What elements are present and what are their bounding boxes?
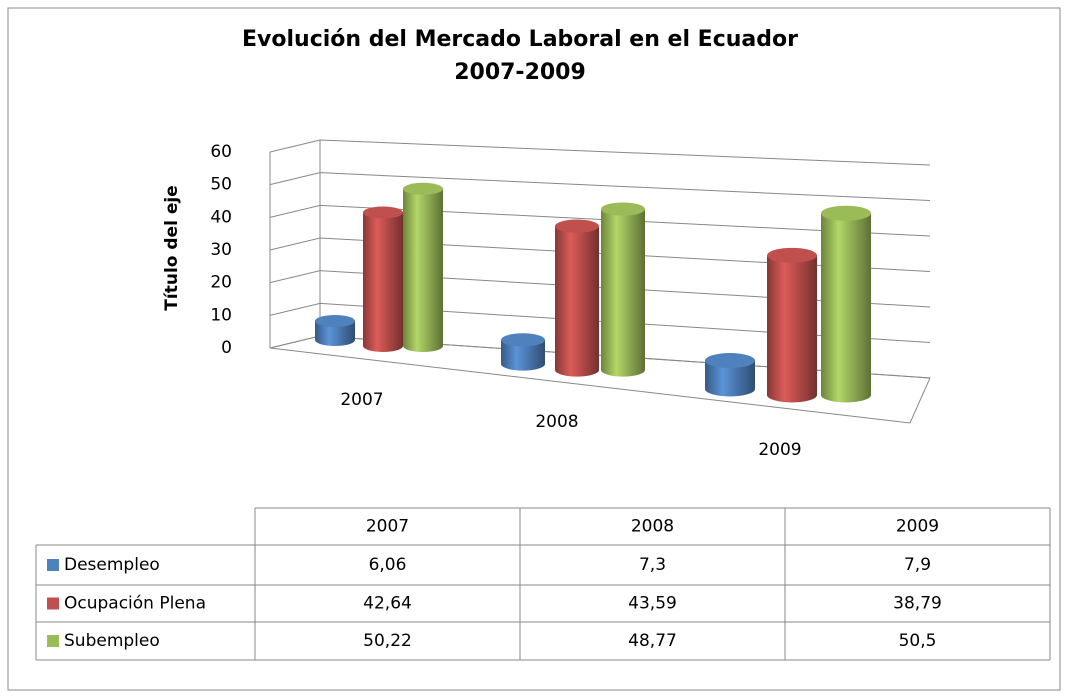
bar-top — [767, 247, 817, 263]
bar-top — [403, 182, 443, 195]
x-tick-label: 2009 — [758, 440, 801, 460]
bar-top — [821, 205, 871, 221]
table-grid — [35, 507, 1051, 661]
bar-top — [705, 353, 755, 369]
table-cell: 7,3 — [639, 555, 666, 575]
table-header: 2009 — [896, 517, 939, 537]
legend-label: Desempleo — [64, 555, 160, 575]
y-tick-label: 40 — [210, 207, 232, 227]
y-tick-label: 0 — [221, 338, 232, 358]
chart-title: Evolución del Mercado Laboral en el Ecua… — [242, 27, 798, 52]
table-cell: 48,77 — [628, 631, 677, 651]
x-tick-label: 2007 — [340, 390, 383, 410]
x-tick-label: 2008 — [535, 412, 578, 432]
table-header: 2007 — [366, 517, 409, 537]
bar — [363, 212, 403, 352]
legend-label: Subempleo — [64, 631, 160, 651]
bar — [403, 188, 443, 352]
table-cell: 6,06 — [369, 555, 407, 575]
y-tick-label: 30 — [210, 240, 232, 260]
table-cell: 42,64 — [363, 594, 412, 614]
table-cell: 38,79 — [893, 594, 942, 614]
legend-label: Ocupación Plena — [64, 594, 206, 614]
bar — [767, 255, 817, 403]
legend-key — [47, 559, 59, 571]
chart-subtitle: 2007-2009 — [454, 60, 586, 85]
bar-top — [555, 219, 599, 233]
y-tick-label: 10 — [210, 305, 232, 325]
bar-top — [601, 202, 645, 216]
table-cell: 43,59 — [628, 594, 677, 614]
table-cell: 7,9 — [904, 555, 931, 575]
bar — [501, 339, 545, 371]
legend-key — [47, 635, 59, 647]
table-cell: 50,5 — [899, 631, 937, 651]
y-tick-label: 20 — [210, 273, 232, 293]
table-header: 2008 — [631, 517, 674, 537]
y-axis-label: Título del eje — [162, 185, 182, 310]
bar — [555, 226, 599, 377]
y-tick-label: 50 — [210, 175, 232, 195]
y-tick-label: 60 — [210, 142, 232, 162]
bar-top — [363, 206, 403, 219]
bar — [315, 321, 355, 346]
bar-top — [501, 333, 545, 347]
bar — [821, 213, 871, 403]
bar-top — [315, 315, 355, 328]
legend-key — [47, 597, 59, 610]
table-cell: 50,22 — [363, 631, 412, 651]
bar — [705, 360, 755, 397]
bar — [601, 209, 645, 377]
